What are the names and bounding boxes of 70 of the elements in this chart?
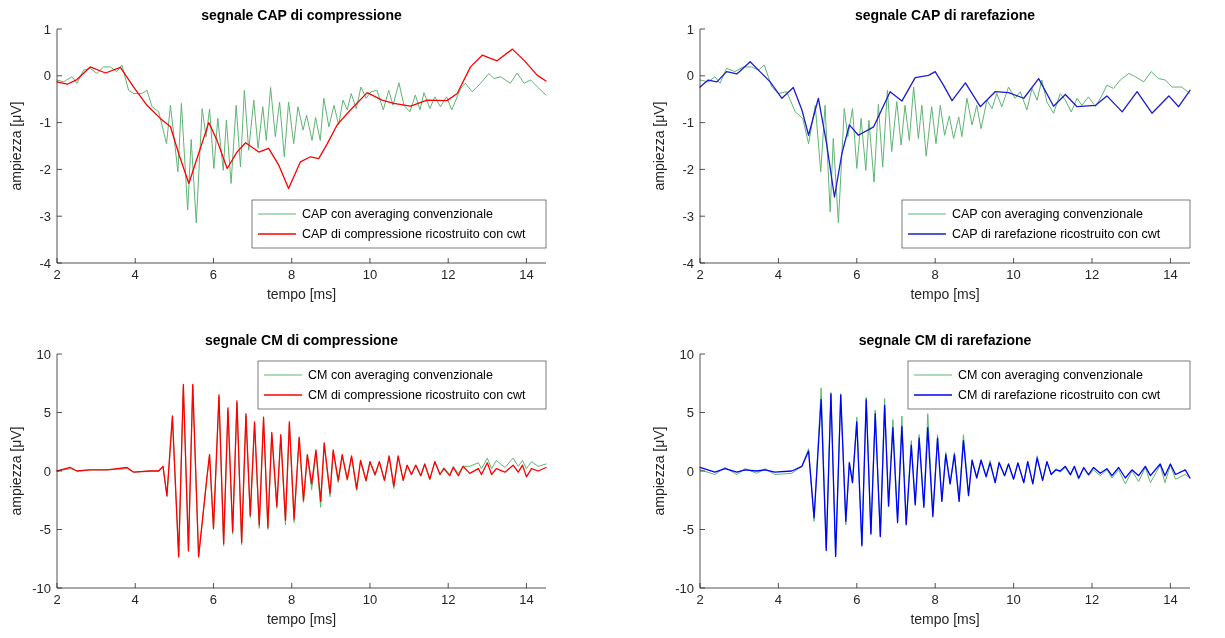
x-tick-label: 6 bbox=[853, 592, 861, 607]
x-tick-label: 12 bbox=[1084, 267, 1100, 282]
y-tick-label: 1 bbox=[43, 21, 51, 37]
x-tick-label: 10 bbox=[1006, 592, 1021, 607]
chart-title: segnale CAP di compressione bbox=[201, 7, 402, 23]
x-tick-label: 10 bbox=[1006, 267, 1021, 282]
x-tick-label: 4 bbox=[774, 592, 783, 607]
chart-title: segnale CM di compressione bbox=[205, 332, 399, 348]
y-tick-label: 10 bbox=[36, 346, 51, 362]
x-tick-label: 4 bbox=[131, 592, 139, 607]
y-tick-label: -2 bbox=[39, 161, 51, 177]
x-tick-label: 14 bbox=[1163, 592, 1178, 607]
x-tick-label: 14 bbox=[519, 267, 534, 282]
y-tick-label: 10 bbox=[679, 346, 694, 362]
legend-label: CM di compressione ricostruito con cwt bbox=[308, 388, 526, 403]
legend-label: CM con averaging convenzionale bbox=[308, 368, 493, 383]
x-tick-label: 8 bbox=[931, 592, 939, 607]
y-tick-label: -10 bbox=[675, 580, 694, 596]
y-tick-label: -10 bbox=[32, 580, 51, 596]
y-tick-label: -4 bbox=[682, 255, 694, 271]
legend-label: CAP con averaging convenzionale bbox=[952, 207, 1143, 222]
x-axis-title: tempo [ms] bbox=[910, 286, 980, 302]
y-tick-label: -2 bbox=[682, 161, 694, 177]
y-tick-label: 5 bbox=[686, 405, 694, 421]
legend-label: CAP di rarefazione ricostruito con cwt bbox=[952, 227, 1161, 242]
x-tick-label: 14 bbox=[1163, 267, 1178, 282]
y-tick-label: 0 bbox=[43, 463, 51, 479]
x-tick-label: 12 bbox=[440, 592, 456, 607]
y-tick-label: -5 bbox=[682, 522, 694, 538]
y-tick-label: 5 bbox=[43, 405, 51, 421]
x-axis-title: tempo [ms] bbox=[910, 611, 980, 627]
y-tick-label: -4 bbox=[39, 255, 51, 271]
x-axis-title: tempo [ms] bbox=[266, 286, 337, 302]
x-tick-label: 8 bbox=[288, 592, 296, 607]
y-tick-label: 1 bbox=[686, 21, 694, 37]
y-tick-label: -3 bbox=[682, 208, 694, 224]
legend-label: CAP con averaging convenzionale bbox=[302, 207, 493, 222]
chart-title: segnale CAP di rarefazione bbox=[854, 7, 1036, 23]
y-tick-label: 0 bbox=[686, 463, 694, 479]
y-axis-title: ampiezza [μV] bbox=[8, 101, 24, 191]
legend-label: CM di rarefazione ricostruito con cwt bbox=[958, 388, 1161, 403]
x-tick-label: 8 bbox=[288, 267, 296, 282]
x-tick-label: 10 bbox=[362, 592, 378, 607]
x-tick-label: 2 bbox=[696, 267, 704, 282]
x-tick-label: 8 bbox=[931, 267, 939, 282]
chart-title: segnale CM di rarefazione bbox=[858, 332, 1032, 348]
x-tick-label: 6 bbox=[209, 267, 218, 282]
x-tick-label: 6 bbox=[209, 592, 218, 607]
y-tick-label: -5 bbox=[39, 522, 51, 538]
y-axis-title: ampiezza [μV] bbox=[651, 426, 667, 516]
x-tick-label: 4 bbox=[131, 267, 139, 282]
y-tick-label: -1 bbox=[39, 115, 51, 131]
x-tick-label: 4 bbox=[774, 267, 783, 282]
y-axis-title: ampiezza [μV] bbox=[651, 101, 667, 191]
x-tick-label: 2 bbox=[53, 267, 61, 282]
x-tick-label: 2 bbox=[53, 592, 61, 607]
x-tick-label: 2 bbox=[696, 592, 704, 607]
y-tick-label: -1 bbox=[682, 115, 694, 131]
y-axis-title: ampiezza [μV] bbox=[8, 426, 24, 516]
y-tick-label: 0 bbox=[43, 68, 51, 84]
x-tick-label: 6 bbox=[853, 267, 861, 282]
legend-label: CM con averaging convenzionale bbox=[958, 368, 1143, 383]
x-tick-label: 14 bbox=[519, 592, 534, 607]
x-axis-title: tempo [ms] bbox=[266, 611, 337, 627]
y-tick-label: -3 bbox=[39, 208, 51, 224]
x-tick-label: 12 bbox=[440, 267, 456, 282]
y-tick-label: 0 bbox=[686, 68, 694, 84]
legend-label: CAP di compressione ricostruito con cwt bbox=[302, 227, 526, 242]
x-tick-label: 12 bbox=[1084, 592, 1100, 607]
x-tick-label: 10 bbox=[362, 267, 378, 282]
